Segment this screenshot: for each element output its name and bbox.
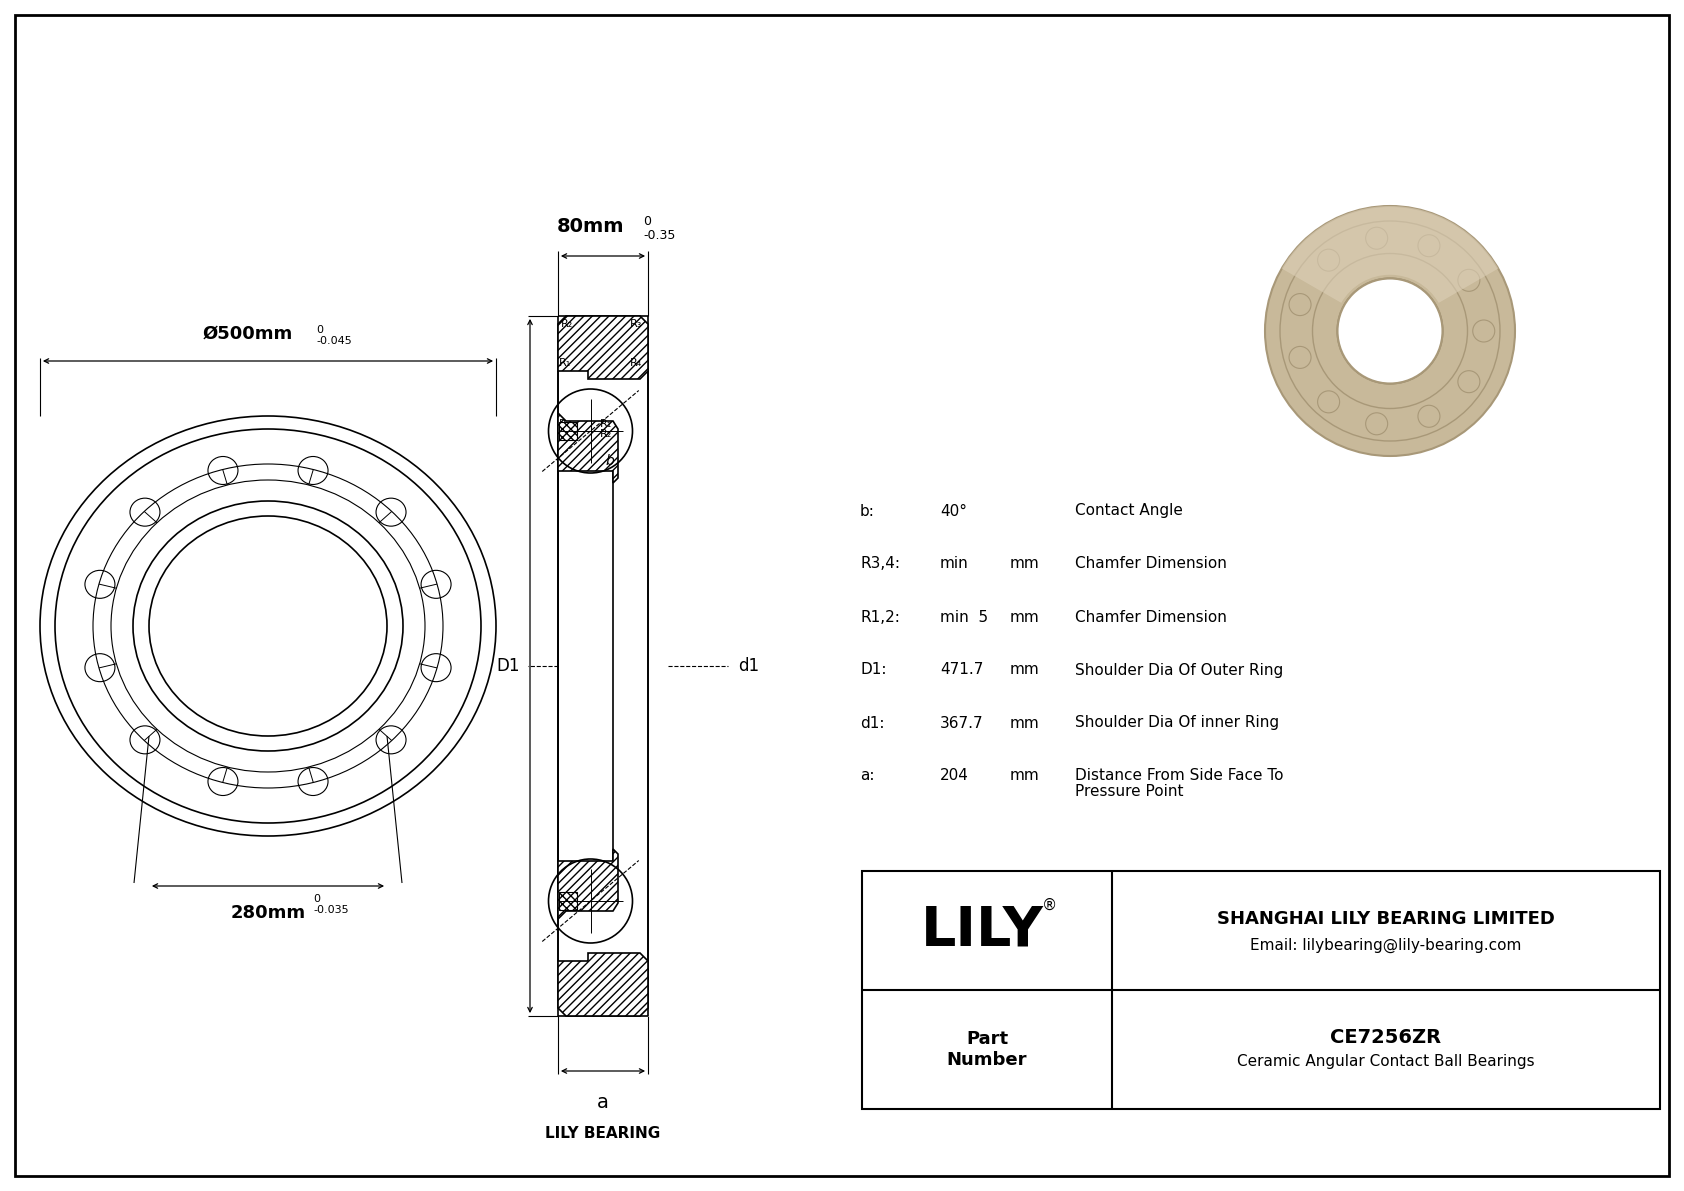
Polygon shape [557, 413, 618, 484]
Circle shape [1366, 227, 1388, 249]
Circle shape [1288, 294, 1312, 316]
Text: Distance From Side Face To: Distance From Side Face To [1074, 768, 1283, 784]
Text: b: b [606, 454, 615, 468]
Text: R₂: R₂ [559, 429, 571, 439]
Text: mm: mm [1010, 610, 1039, 624]
Text: 0: 0 [313, 894, 320, 904]
Text: LILY BEARING: LILY BEARING [546, 1125, 660, 1141]
Circle shape [1458, 370, 1480, 393]
Circle shape [1418, 235, 1440, 257]
Text: Ceramic Angular Contact Ball Bearings: Ceramic Angular Contact Ball Bearings [1238, 1054, 1534, 1070]
Text: 0: 0 [317, 325, 323, 335]
Text: Chamfer Dimension: Chamfer Dimension [1074, 556, 1228, 572]
Text: -0.045: -0.045 [317, 336, 352, 347]
Text: Shoulder Dia Of inner Ring: Shoulder Dia Of inner Ring [1074, 716, 1280, 730]
Text: 40°: 40° [940, 504, 967, 518]
Text: -0.035: -0.035 [313, 905, 349, 915]
Wedge shape [1282, 206, 1499, 303]
Circle shape [1366, 413, 1388, 435]
Text: R₁: R₁ [559, 358, 571, 368]
Text: R3,4:: R3,4: [861, 556, 899, 572]
Text: Ø500mm: Ø500mm [202, 325, 293, 343]
Text: 471.7: 471.7 [940, 662, 983, 678]
Circle shape [1317, 391, 1339, 413]
Text: SHANGHAI LILY BEARING LIMITED: SHANGHAI LILY BEARING LIMITED [1218, 910, 1554, 928]
Bar [559, 422, 578, 439]
Circle shape [1288, 347, 1312, 368]
Circle shape [1337, 279, 1443, 384]
Text: R₂: R₂ [561, 319, 573, 329]
Text: Email: lilybearing@lily-bearing.com: Email: lilybearing@lily-bearing.com [1250, 937, 1522, 953]
Text: D1: D1 [497, 657, 520, 675]
Text: Chamfer Dimension: Chamfer Dimension [1074, 610, 1228, 624]
Circle shape [1317, 249, 1339, 272]
Text: mm: mm [1010, 768, 1039, 784]
Circle shape [1474, 320, 1495, 342]
Text: CE7256ZR: CE7256ZR [1330, 1028, 1442, 1047]
Text: Part
Number: Part Number [946, 1030, 1027, 1068]
Text: 204: 204 [940, 768, 968, 784]
Circle shape [1337, 279, 1443, 384]
Text: min: min [940, 556, 968, 572]
Text: a: a [598, 1093, 610, 1112]
Circle shape [1458, 269, 1480, 292]
Text: ®: ® [1041, 898, 1056, 913]
Bar [862, 871, 1660, 1109]
Text: Pressure Point: Pressure Point [1074, 785, 1184, 799]
Polygon shape [557, 953, 648, 1016]
Text: d1:: d1: [861, 716, 884, 730]
Text: R₁: R₁ [559, 419, 571, 429]
Text: a:: a: [861, 768, 874, 784]
Text: min  5: min 5 [940, 610, 989, 624]
Text: 80mm: 80mm [557, 217, 625, 236]
Text: -0.35: -0.35 [643, 229, 675, 242]
Polygon shape [557, 849, 618, 919]
Text: R₄: R₄ [630, 358, 642, 368]
Bar [559, 892, 578, 910]
Text: 0: 0 [643, 216, 652, 227]
Text: R1,2:: R1,2: [861, 610, 899, 624]
Text: Shoulder Dia Of Outer Ring: Shoulder Dia Of Outer Ring [1074, 662, 1283, 678]
Text: R₁: R₁ [600, 419, 613, 429]
Text: b:: b: [861, 504, 876, 518]
Text: LILY: LILY [921, 904, 1044, 958]
Text: 280mm: 280mm [231, 904, 305, 922]
Text: R₂: R₂ [600, 429, 613, 439]
Text: d1: d1 [738, 657, 759, 675]
Text: mm: mm [1010, 556, 1039, 572]
Text: D1:: D1: [861, 662, 886, 678]
Text: mm: mm [1010, 716, 1039, 730]
Circle shape [1265, 206, 1516, 456]
Circle shape [1337, 279, 1443, 384]
Text: R₃: R₃ [630, 319, 642, 329]
Text: Contact Angle: Contact Angle [1074, 504, 1182, 518]
Circle shape [1418, 405, 1440, 428]
Text: mm: mm [1010, 662, 1039, 678]
Text: 367.7: 367.7 [940, 716, 983, 730]
Polygon shape [557, 316, 648, 379]
